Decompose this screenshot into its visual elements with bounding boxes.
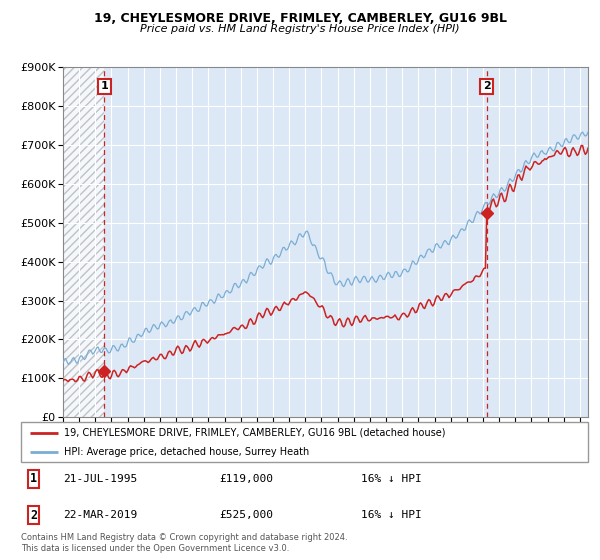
Text: 1: 1 bbox=[30, 473, 37, 486]
Text: 2: 2 bbox=[482, 81, 490, 91]
Text: 19, CHEYLESMORE DRIVE, FRIMLEY, CAMBERLEY, GU16 9BL: 19, CHEYLESMORE DRIVE, FRIMLEY, CAMBERLE… bbox=[94, 12, 506, 25]
Text: HPI: Average price, detached house, Surrey Heath: HPI: Average price, detached house, Surr… bbox=[64, 447, 309, 457]
Text: £119,000: £119,000 bbox=[220, 474, 274, 484]
Text: 16% ↓ HPI: 16% ↓ HPI bbox=[361, 510, 422, 520]
Text: 19, CHEYLESMORE DRIVE, FRIMLEY, CAMBERLEY, GU16 9BL (detached house): 19, CHEYLESMORE DRIVE, FRIMLEY, CAMBERLE… bbox=[64, 428, 445, 437]
Text: 16% ↓ HPI: 16% ↓ HPI bbox=[361, 474, 422, 484]
FancyBboxPatch shape bbox=[21, 422, 588, 462]
Text: £525,000: £525,000 bbox=[220, 510, 274, 520]
Text: 2: 2 bbox=[30, 508, 37, 521]
Text: Contains HM Land Registry data © Crown copyright and database right 2024.
This d: Contains HM Land Registry data © Crown c… bbox=[21, 533, 347, 553]
Text: Price paid vs. HM Land Registry's House Price Index (HPI): Price paid vs. HM Land Registry's House … bbox=[140, 24, 460, 34]
Text: 1: 1 bbox=[100, 81, 108, 91]
Text: 21-JUL-1995: 21-JUL-1995 bbox=[64, 474, 138, 484]
Text: 22-MAR-2019: 22-MAR-2019 bbox=[64, 510, 138, 520]
